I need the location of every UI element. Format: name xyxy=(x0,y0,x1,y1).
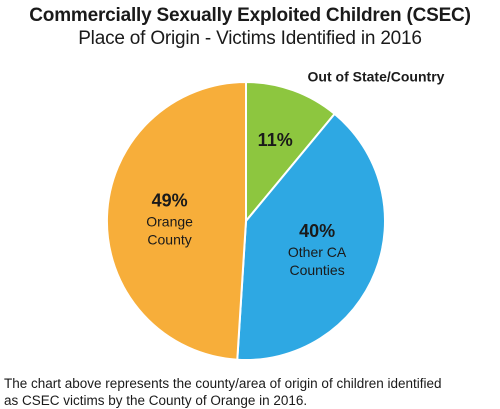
chart-header: Commercially Sexually Exploited Children… xyxy=(0,4,500,50)
caption-line-1: The chart above represents the county/ar… xyxy=(4,376,442,391)
pie-chart: 11% Out of State/Country 40% Other CA Counti… xyxy=(105,69,445,362)
caption-line-2: as CSEC victims by the County of Orange … xyxy=(4,393,308,408)
pie-label-other-ca-counties-percent: 40% xyxy=(299,221,335,241)
pie-label-orange-county-percent: 49% xyxy=(152,191,188,211)
chart-caption: The chart above represents the county/ar… xyxy=(4,375,496,409)
chart-title: Commercially Sexually Exploited Children… xyxy=(29,5,471,26)
pie-slice-orange-county xyxy=(105,80,247,361)
chart-subtitle: Place of Origin - Victims Identified in … xyxy=(78,28,422,49)
pie-label-out-of-state-country-percent: 11% xyxy=(258,130,293,150)
pie-label-other-ca-counties-name-line-2: Counties xyxy=(289,262,344,278)
pie-label-orange-county-name-line-1: Orange xyxy=(146,214,193,230)
pie-label-orange-county-name-line-2: County xyxy=(147,232,191,248)
pie-slice-other-ca-counties xyxy=(236,112,386,362)
pie-label-other-ca-counties-name-line-1: Other CA xyxy=(288,244,347,260)
pie-label-out-of-state-country-name: Out of State/Country xyxy=(308,69,445,85)
pie-slice-out-of-state-country xyxy=(245,80,337,224)
pie-labels: 11% Out of State/Country 40% Other CA Counti… xyxy=(146,69,444,279)
pie-slices xyxy=(105,80,386,362)
